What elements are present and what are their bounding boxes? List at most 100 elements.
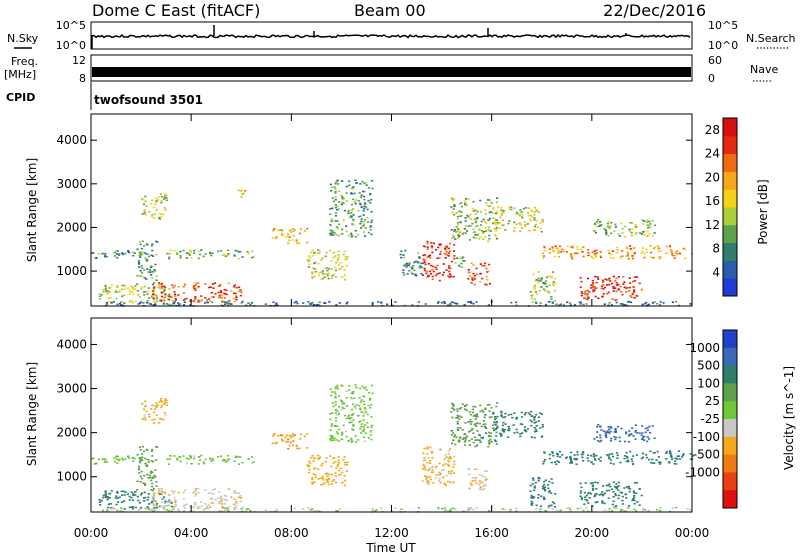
echo-cell bbox=[145, 253, 148, 255]
echo-cell bbox=[586, 457, 589, 459]
echo-cell bbox=[480, 488, 483, 491]
echo-cell bbox=[359, 387, 362, 390]
echo-cell bbox=[422, 254, 425, 257]
echo-cell bbox=[366, 221, 369, 223]
echo-cell bbox=[149, 476, 152, 479]
echo-cell bbox=[609, 430, 612, 433]
echo-cell bbox=[511, 416, 514, 419]
echo-cell bbox=[458, 264, 461, 267]
echo-cell bbox=[307, 471, 310, 474]
echo-cell bbox=[523, 413, 526, 416]
echo-cell bbox=[533, 218, 536, 221]
echo-cell bbox=[600, 429, 603, 431]
echo-cell bbox=[228, 505, 231, 508]
echo-cell bbox=[502, 421, 505, 424]
echo-cell bbox=[678, 458, 681, 460]
echo-cell bbox=[170, 296, 173, 298]
echo-cell bbox=[452, 466, 455, 468]
echo-cell bbox=[551, 452, 554, 454]
echo-cell bbox=[225, 289, 228, 292]
echo-cell bbox=[681, 456, 684, 458]
echo-cell bbox=[360, 218, 363, 220]
echo-cell bbox=[539, 280, 543, 282]
echo-cell bbox=[350, 408, 353, 411]
echo-cell bbox=[122, 284, 125, 287]
echo-cell bbox=[333, 232, 336, 234]
echo-cell bbox=[503, 431, 506, 433]
echo-cell bbox=[350, 233, 353, 236]
echo-cell bbox=[241, 256, 244, 258]
echo-cell bbox=[113, 460, 116, 463]
echo-cell bbox=[182, 249, 185, 252]
echo-cell bbox=[302, 302, 305, 304]
echo-cell bbox=[621, 495, 624, 498]
echo-cell bbox=[146, 499, 149, 501]
echo-cell bbox=[609, 280, 612, 282]
echo-cell bbox=[569, 456, 572, 459]
plot-title: Dome C East (fitACF) bbox=[92, 1, 260, 20]
echo-cell bbox=[131, 293, 135, 296]
echo-cell bbox=[204, 489, 207, 491]
echo-cell bbox=[272, 301, 275, 304]
echo-cell bbox=[141, 456, 144, 459]
echo-cell bbox=[527, 207, 530, 209]
echo-cell bbox=[324, 267, 327, 270]
echo-cell bbox=[346, 461, 349, 464]
echo-cell bbox=[340, 228, 344, 231]
echo-cell bbox=[635, 232, 638, 234]
echo-cell bbox=[677, 450, 681, 452]
echo-cell bbox=[574, 457, 577, 460]
echo-cell bbox=[209, 252, 212, 255]
echo-cell bbox=[488, 410, 491, 412]
echo-cell bbox=[313, 468, 316, 470]
echo-cell bbox=[453, 255, 456, 257]
echo-cell bbox=[146, 506, 149, 508]
echo-cell bbox=[481, 481, 484, 484]
echo-cell bbox=[158, 212, 161, 215]
echo-cell bbox=[239, 294, 243, 297]
echo-cell bbox=[413, 261, 416, 264]
echo-cell bbox=[347, 414, 350, 417]
echo-cell bbox=[136, 283, 139, 285]
echo-cell bbox=[588, 491, 591, 494]
echo-cell bbox=[480, 229, 484, 232]
echo-cell bbox=[152, 422, 155, 424]
echo-cell bbox=[334, 188, 337, 190]
echo-cell bbox=[436, 273, 439, 275]
echo-cell bbox=[520, 223, 523, 226]
echo-cell bbox=[581, 456, 584, 459]
echo-cell bbox=[152, 487, 156, 490]
echo-cell bbox=[617, 485, 620, 488]
echo-cell bbox=[152, 498, 155, 500]
echo-cell bbox=[576, 507, 579, 510]
echo-cell bbox=[621, 255, 624, 257]
echo-cell bbox=[347, 212, 350, 214]
echo-cell bbox=[566, 301, 569, 304]
echo-cell bbox=[167, 504, 171, 507]
echo-cell bbox=[371, 302, 374, 304]
echo-cell bbox=[352, 391, 355, 393]
echo-cell bbox=[575, 252, 579, 255]
echo-cell bbox=[310, 457, 313, 459]
echo-cell bbox=[453, 204, 456, 206]
echo-cell bbox=[144, 277, 147, 279]
echo-cell bbox=[142, 302, 145, 304]
echo-cell bbox=[192, 286, 195, 289]
echo-cell bbox=[102, 494, 105, 497]
echo-cell bbox=[141, 445, 144, 448]
echo-cell bbox=[430, 264, 433, 267]
echo-cell bbox=[336, 258, 340, 260]
echo-cell bbox=[493, 234, 497, 236]
echo-cell bbox=[172, 286, 175, 289]
echo-cell bbox=[329, 429, 332, 431]
echo-cell bbox=[450, 411, 453, 413]
echo-cell bbox=[632, 490, 635, 492]
echo-cell bbox=[139, 252, 142, 255]
echo-cell bbox=[504, 416, 507, 418]
echo-cell bbox=[444, 482, 447, 485]
echo-cell bbox=[173, 506, 176, 508]
echo-cell bbox=[165, 402, 168, 404]
colorbar-tick-label: 20 bbox=[705, 170, 720, 184]
echo-cell bbox=[235, 504, 238, 507]
echo-cell bbox=[590, 454, 593, 457]
